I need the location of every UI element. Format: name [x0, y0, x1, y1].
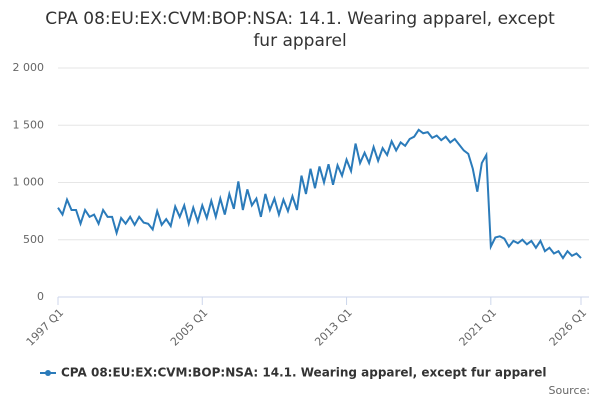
legend-marker [45, 370, 51, 376]
y-tick-label: 0 [37, 290, 44, 303]
x-tick-label: 2026 Q1 [547, 306, 590, 349]
y-tick-label: 1 500 [13, 118, 45, 131]
y-tick-label: 2 000 [13, 61, 45, 74]
x-tick-label: 2005 Q1 [168, 306, 211, 349]
y-tick-label: 1 000 [13, 176, 45, 189]
source: Source: [549, 384, 591, 397]
series-line [57, 128, 582, 260]
chart-title: CPA 08:EU:EX:CVM:BOP:NSA: 14.1. Wearing … [45, 9, 555, 51]
y-tick-label: 500 [23, 233, 44, 246]
x-tick-label: 2021 Q1 [457, 306, 500, 349]
x-tick-label: 1997 Q1 [24, 306, 67, 349]
legend-label: CPA 08:EU:EX:CVM:BOP:NSA: 14.1. Wearing … [61, 366, 546, 380]
x-tick-label: 2013 Q1 [312, 306, 355, 349]
